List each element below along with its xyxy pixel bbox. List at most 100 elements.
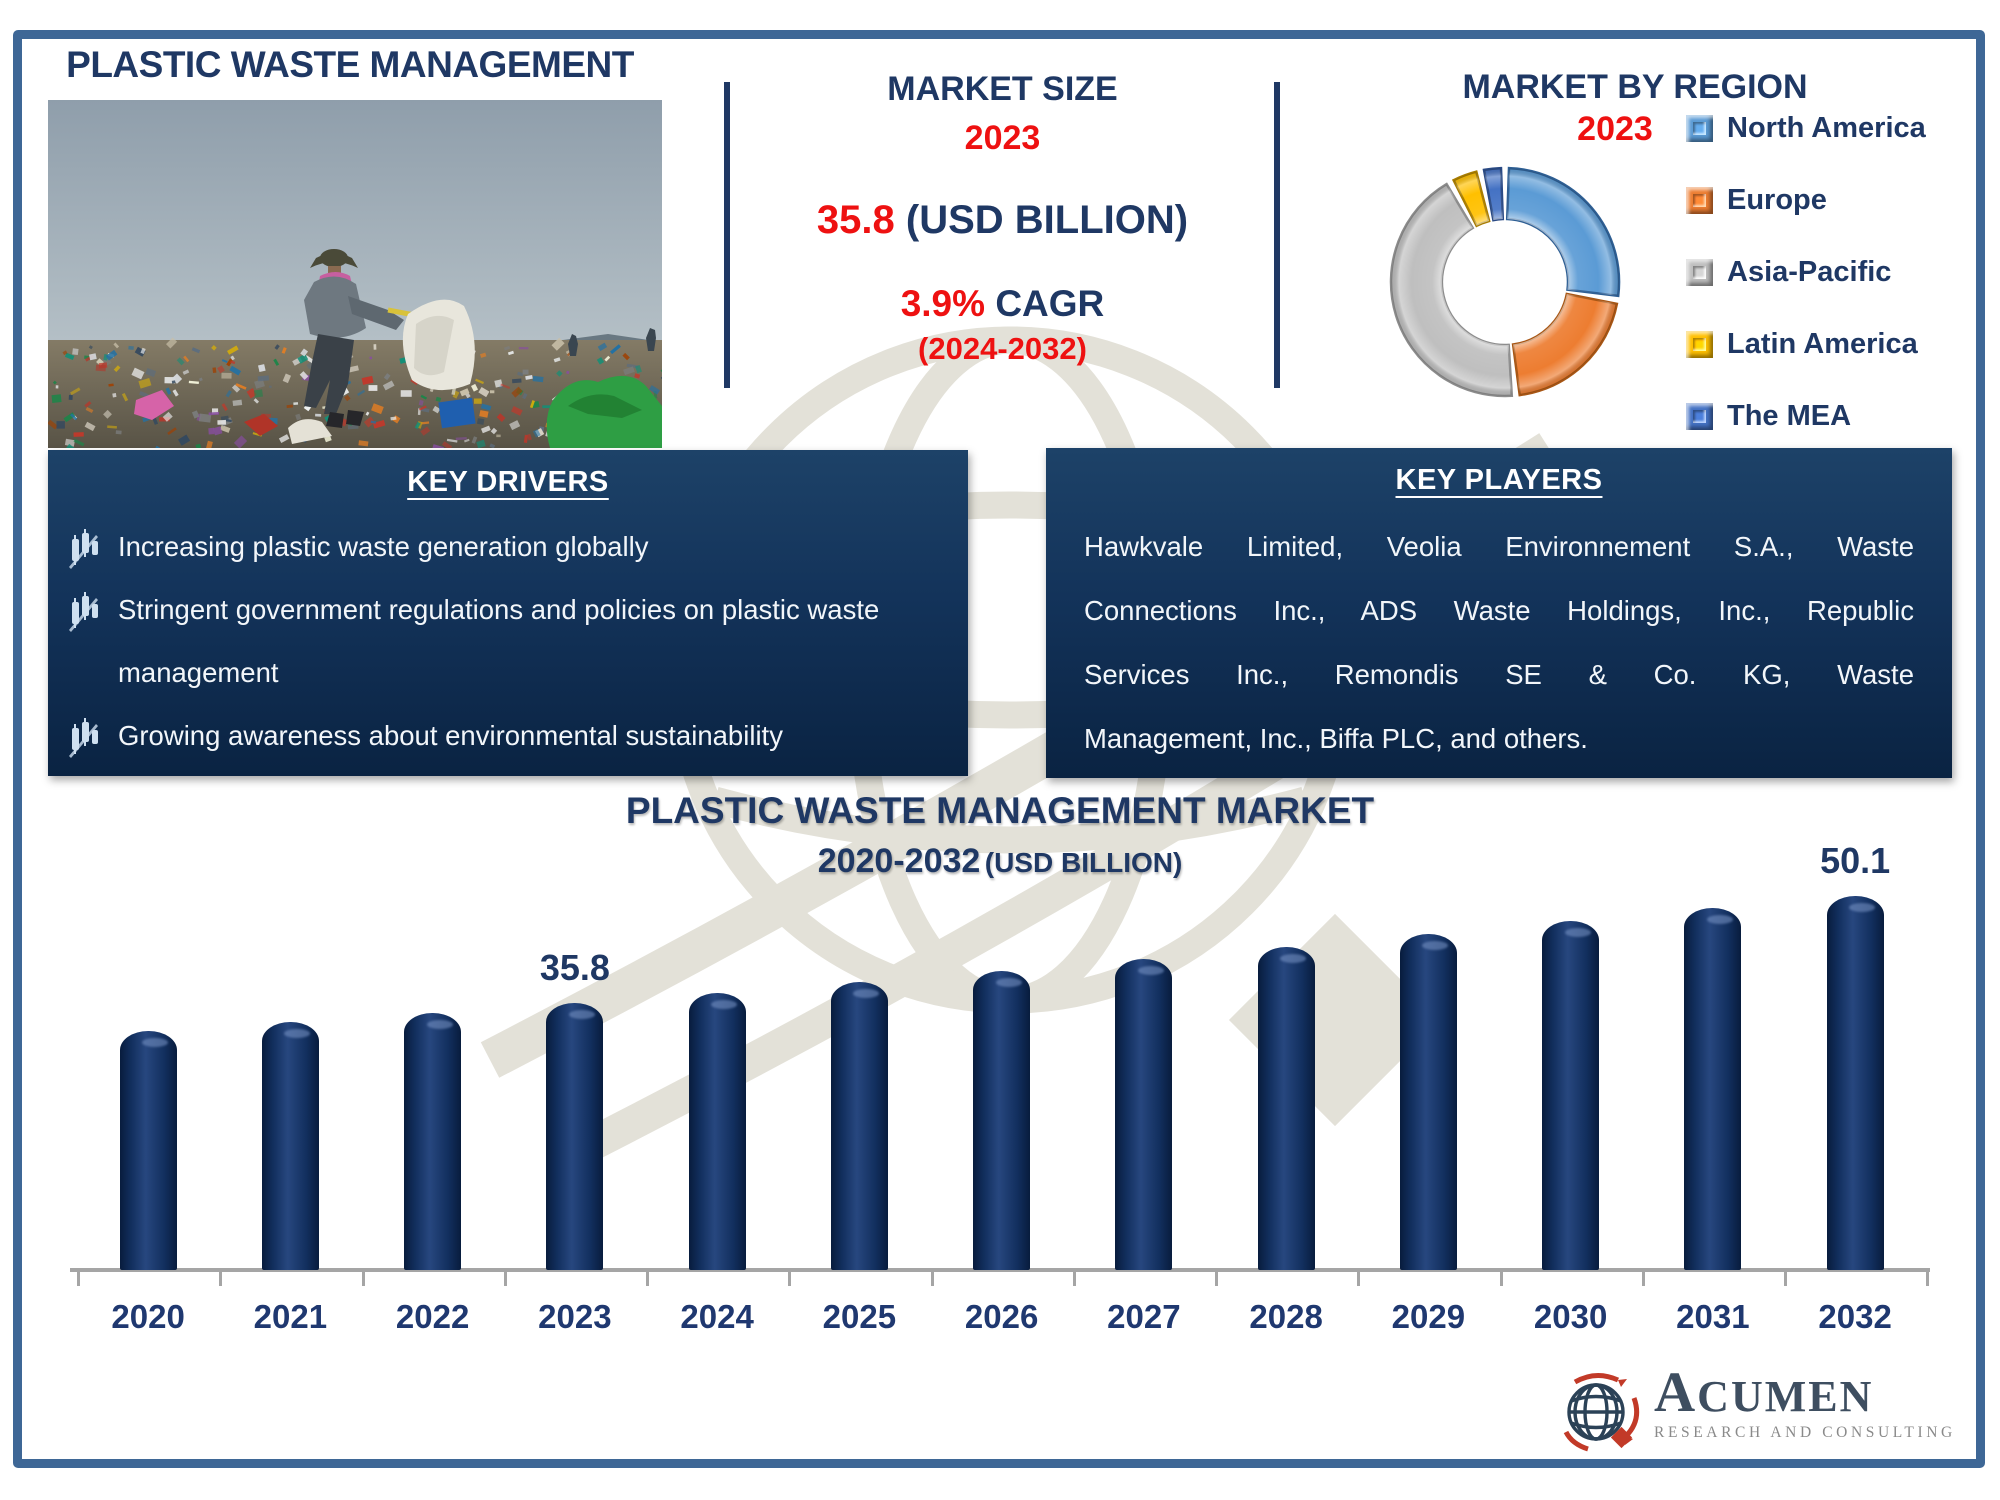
key-driver-item: Stringent government regulations and pol… <box>62 578 948 704</box>
legend-item-north-america: North America <box>1686 108 1926 148</box>
cagr-period: (2024-2032) <box>918 331 1087 366</box>
bar-chart-unit: (USD BILLION) <box>984 847 1183 878</box>
x-axis-tick <box>1641 1272 1645 1286</box>
market-size-heading: MARKET SIZE <box>887 70 1118 108</box>
x-axis-tick <box>1926 1272 1930 1286</box>
legend-swatch-icon <box>1686 186 1713 214</box>
year-label-2025: 2025 <box>822 1298 897 1335</box>
x-axis-tick <box>1357 1272 1361 1286</box>
bar-2022 <box>404 1012 462 1270</box>
bar-2029 <box>1399 934 1457 1270</box>
legend-label: The MEA <box>1727 399 1852 432</box>
legend-item-europe: Europe <box>1686 180 1926 220</box>
legend-swatch-icon <box>1686 114 1713 142</box>
bar-2024 <box>688 992 746 1270</box>
region-legend: North America Europe Asia-Pacific Latin Ame… <box>1686 108 1926 468</box>
bar-2021 <box>261 1022 319 1270</box>
bar-chart-title: PLASTIC WASTE MANAGEMENT MARKET <box>625 790 1375 831</box>
key-driver-text: Stringent government regulations and pol… <box>118 594 880 688</box>
year-label-2022: 2022 <box>395 1298 470 1335</box>
legend-swatch-icon <box>1686 402 1713 430</box>
red-debris <box>244 414 278 436</box>
key-driver-text: Increasing plastic waste generation glob… <box>118 531 649 562</box>
landfill-photo <box>47 100 673 454</box>
donut-slice-sheen <box>1513 294 1617 396</box>
donut-slice-sheen <box>1484 168 1503 221</box>
bar-chart-subtitle: 2020-2032 (USD BILLION) <box>0 842 2000 881</box>
white-sack-ground <box>288 419 332 444</box>
acumen-logo-name: ACUMEN <box>1654 1361 1874 1424</box>
x-axis-tick <box>930 1272 934 1286</box>
legend-item-latin-america: Latin America <box>1686 324 1926 364</box>
legend-swatch-icon <box>1686 258 1713 286</box>
bar-chart-bullet-icon <box>62 578 118 639</box>
key-players-line: Management, Inc., Biffa PLC, and others. <box>1084 723 1588 754</box>
bar-2023 <box>546 1003 604 1270</box>
year-label-2024: 2024 <box>680 1298 754 1335</box>
year-label-2030: 2030 <box>1533 1298 1608 1335</box>
bar-2026 <box>973 970 1031 1270</box>
legend-label: Asia-Pacific <box>1727 255 1892 288</box>
legend-label: Latin America <box>1727 327 1918 360</box>
x-axis-tick <box>77 1272 80 1286</box>
bar-value-label-2032: 50.1 <box>1820 840 1891 882</box>
year-label-2020: 2020 <box>111 1298 185 1335</box>
legend-item-asia-pacific: Asia-Pacific <box>1686 252 1926 292</box>
bar-2020 <box>119 1031 177 1270</box>
x-axis-tick <box>503 1272 507 1286</box>
region-donut-chart <box>1383 158 1627 402</box>
acumen-globe-icon <box>1563 1373 1640 1452</box>
page-title: PLASTIC WASTE MANAGEMENT <box>66 44 634 85</box>
page-border-frame <box>13 30 1985 1468</box>
donut-slice-sheen <box>1507 168 1620 296</box>
year-label-2028: 2028 <box>1249 1298 1323 1335</box>
cagr-label: CAGR <box>995 283 1105 324</box>
year-label-2027: 2027 <box>1107 1298 1181 1335</box>
distant-figures <box>568 328 656 356</box>
year-label-2029: 2029 <box>1391 1298 1466 1335</box>
bar-chart-plot: 2020 2021 2022 2023 35.8 2024 2025 2026 2027 2028… <box>70 840 1930 1335</box>
donut-slice-sheen <box>1453 171 1490 226</box>
bar-2025 <box>830 982 888 1270</box>
bar-2031 <box>1684 907 1742 1270</box>
legend-label: Europe <box>1727 183 1827 216</box>
key-players-line: Connections Inc., ADS Waste Holdings, In… <box>1084 595 1914 626</box>
year-label-2023: 2023 <box>538 1298 612 1335</box>
x-axis-tick <box>1499 1272 1503 1286</box>
year-label-2032: 2032 <box>1818 1298 1892 1335</box>
pink-debris <box>134 390 174 420</box>
region-heading: MARKET BY REGION <box>1462 68 1808 106</box>
acumen-logo-text: ACUMEN RESEARCH AND CONSULTING <box>1654 1361 1956 1442</box>
year-label-2021: 2021 <box>253 1298 328 1335</box>
donut-slice-sheen <box>1391 184 1512 397</box>
key-drivers-heading: KEY DRIVERS <box>407 466 609 498</box>
divider-2 <box>1274 82 1280 388</box>
x-axis-tick <box>1784 1272 1787 1286</box>
year-label-2031: 2031 <box>1676 1298 1750 1335</box>
acumen-logo: ACUMEN RESEARCH AND CONSULTING <box>1552 1361 1956 1456</box>
key-players-heading: KEY PLAYERS <box>1395 464 1603 496</box>
bar-2032 <box>1826 896 1884 1270</box>
waste-picker-person <box>304 249 475 428</box>
x-axis-tick <box>1215 1272 1218 1286</box>
key-drivers-box: KEY DRIVERS Increasing plastic waste gen… <box>48 450 968 776</box>
key-players-line: Services Inc., Remondis SE & Co. KG, Was… <box>1084 659 1914 690</box>
key-players-text: Hawkvale Limited, Veolia Environnement S… <box>1084 515 1914 771</box>
x-axis-tick <box>788 1272 792 1286</box>
blue-bucket <box>438 397 476 429</box>
key-driver-text: Growing awareness about environmental su… <box>118 720 783 751</box>
market-size-unit: (USD BILLION) <box>905 198 1189 242</box>
bar-2030 <box>1542 920 1600 1270</box>
year-label-2026: 2026 <box>964 1298 1039 1335</box>
x-axis-tick <box>219 1272 223 1286</box>
x-axis-line <box>70 1268 1930 1272</box>
divider-1 <box>724 82 730 388</box>
market-size-section: MARKET SIZE 2023 35.8 (USD BILLION) 3.9%… <box>740 70 1265 367</box>
key-players-box: KEY PLAYERS Hawkvale Limited, Veolia Env… <box>1046 448 1952 778</box>
key-driver-item: Increasing plastic waste generation glob… <box>62 515 948 578</box>
market-size-value: 35.8 <box>816 198 895 242</box>
key-players-line: Hawkvale Limited, Veolia Environnement S… <box>1084 531 1914 562</box>
region-year: 2023 <box>1577 110 1653 148</box>
acumen-logo-tagline: RESEARCH AND CONSULTING <box>1654 1424 1956 1441</box>
